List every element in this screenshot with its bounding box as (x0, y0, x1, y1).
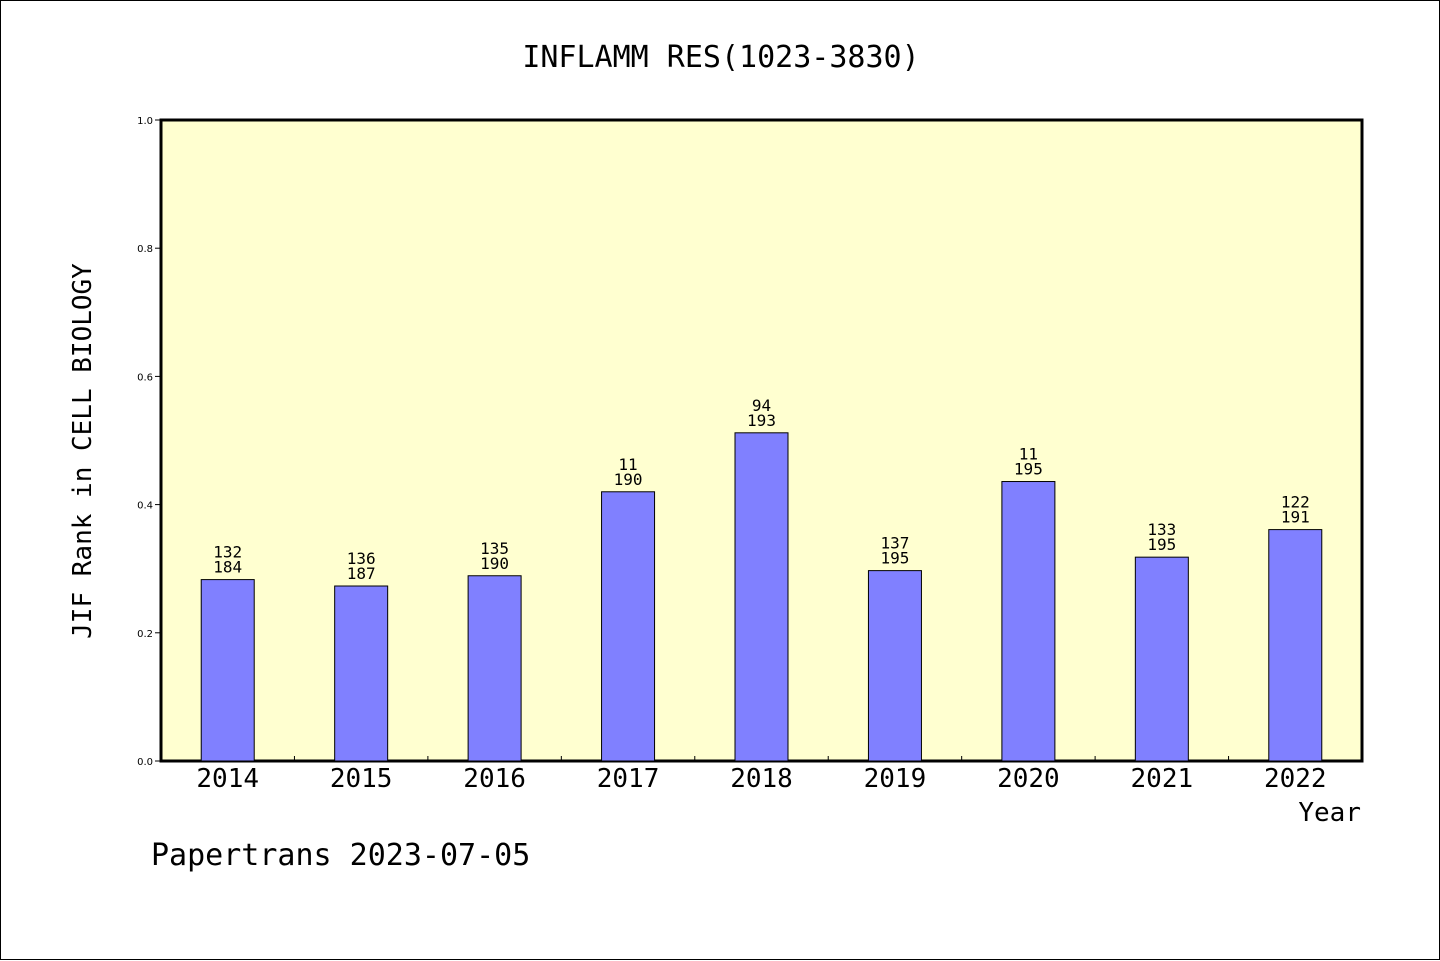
bar-rank-label: 94 (752, 396, 771, 415)
y-tick-label: 0.2 (137, 629, 153, 640)
bar-rank-label: 11 (1019, 445, 1038, 464)
x-tick-label: 2020 (997, 764, 1060, 794)
bar-total-label: 195 (880, 549, 909, 568)
y-tick-label: 0.0 (137, 757, 153, 768)
bar-2015 (334, 585, 389, 762)
y-tick-label: 0.6 (137, 372, 153, 383)
bar-total-label: 184 (213, 558, 242, 577)
bar-rank-label: 136 (347, 549, 376, 568)
x-tick-label: 2017 (597, 764, 660, 794)
bar-2021 (1134, 556, 1189, 762)
x-tick-label: 2016 (463, 764, 526, 794)
bar-2020 (1001, 481, 1056, 762)
bar-total-label: 191 (1281, 508, 1310, 527)
bar-rank-label: 135 (480, 539, 509, 558)
x-tick-label: 2022 (1264, 764, 1327, 794)
bar-total-label: 195 (1147, 535, 1176, 554)
bar-rank-label: 122 (1281, 493, 1310, 512)
x-tick-label: 2018 (730, 764, 793, 794)
y-tick-label: 0.4 (137, 501, 153, 512)
x-tick-label: 2021 (1131, 764, 1194, 794)
footer-credit: Papertrans 2023-07-05 (151, 838, 530, 873)
y-axis: 0.0 0.2 0.4 0.6 0.8 1.0 (137, 116, 161, 768)
chart-title: INFLAMM RES(1023-3830) (522, 40, 919, 75)
x-tick-label: 2014 (196, 764, 259, 794)
y-axis-label: JIF Rank in CELL BIOLOGY (68, 263, 98, 639)
x-axis-label: Year (1298, 798, 1361, 828)
bar-total-label: 190 (614, 470, 643, 489)
bar-2014 (200, 579, 255, 762)
bar-total-label: 193 (747, 411, 776, 430)
bar-total-label: 190 (480, 554, 509, 573)
bar-rank-label: 132 (213, 543, 242, 562)
x-tick-label: 2019 (864, 764, 927, 794)
bar-2018 (734, 432, 789, 762)
x-axis: 2014 2015 2016 2017 2018 2019 2020 2021 2022 (196, 756, 1327, 794)
y-tick-label: 1.0 (137, 116, 153, 127)
bar-2019 (867, 570, 922, 762)
bar-2022 (1268, 529, 1323, 762)
bar-2017 (601, 491, 656, 762)
bar-rank-label: 133 (1147, 520, 1176, 539)
bar-2016 (467, 575, 522, 762)
bar-total-label: 195 (1014, 460, 1043, 479)
x-tick-label: 2015 (330, 764, 393, 794)
bar-total-label: 187 (347, 564, 376, 583)
bar-rank-label: 137 (880, 534, 909, 553)
bar-rank-label: 11 (618, 455, 637, 474)
y-tick-label: 0.8 (137, 244, 153, 255)
